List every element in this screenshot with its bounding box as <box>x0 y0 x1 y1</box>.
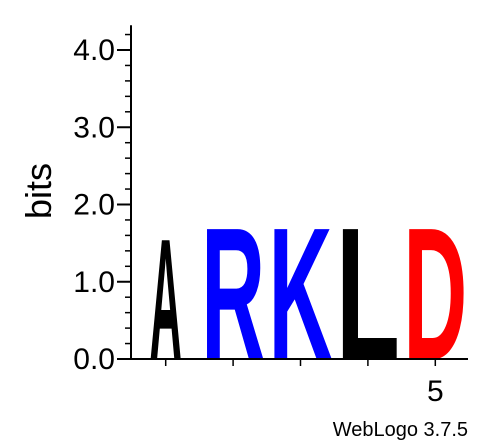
logo-letter-d: D <box>403 189 467 400</box>
logo-letter-a: A <box>150 203 182 396</box>
y-tick-label: 3.0 <box>73 111 115 144</box>
logo-letter-k: K <box>268 189 332 400</box>
axes: 0.0 1.0 2.0 3.0 4.0 5 <box>73 25 468 408</box>
logo-letter-r: R <box>201 189 265 400</box>
y-tick-label: 1.0 <box>73 266 115 299</box>
y-tick-label: 2.0 <box>73 189 115 222</box>
y-tick-label: 4.0 <box>73 34 115 67</box>
y-axis-label: bits <box>18 163 59 219</box>
weblogo-credit: WebLogo 3.7.5 <box>333 419 468 441</box>
y-tick-label: 0.0 <box>73 343 115 376</box>
x-tick-label: 5 <box>427 375 444 408</box>
logo-letter-l: L <box>336 190 400 400</box>
